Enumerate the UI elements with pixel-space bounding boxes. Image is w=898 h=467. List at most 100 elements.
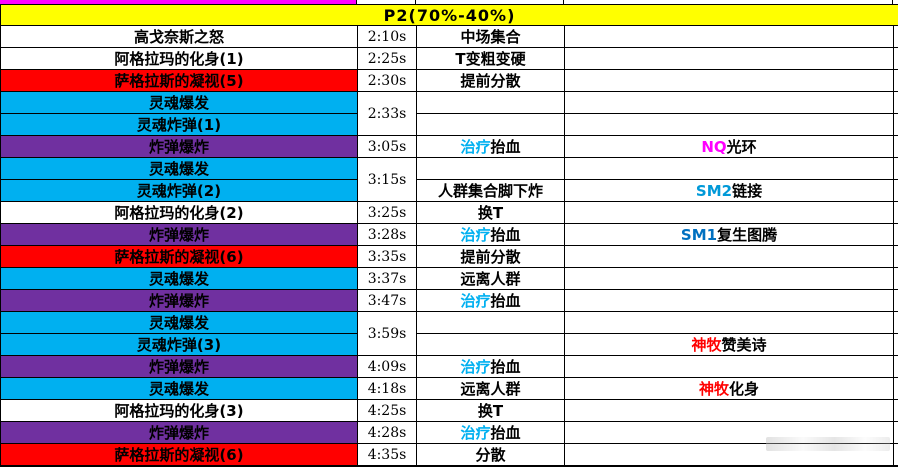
previous-row-action-sliver bbox=[416, 0, 564, 4]
time-cell[interactable]: 3:25s bbox=[357, 201, 417, 224]
previous-row-note-sliver bbox=[564, 0, 893, 4]
ability-cell[interactable]: 炸弹爆炸 bbox=[0, 289, 358, 312]
note-cell[interactable]: SM2链接 bbox=[564, 179, 894, 202]
ability-cell[interactable]: 灵魂爆发 bbox=[0, 267, 358, 290]
ability-cell[interactable]: 萨格拉斯的凝视(6) bbox=[0, 443, 358, 466]
note-cell[interactable] bbox=[564, 91, 894, 114]
note-cell[interactable] bbox=[564, 157, 894, 180]
ability-cell[interactable]: 灵魂爆发 bbox=[0, 91, 358, 114]
ability-cell[interactable]: 灵魂炸弹(2) bbox=[0, 179, 358, 202]
ability-cell[interactable]: 灵魂炸弹(3) bbox=[0, 333, 358, 356]
action-cell[interactable]: 治疗抬血 bbox=[416, 421, 565, 444]
ability-cell[interactable]: 高戈奈斯之怒 bbox=[0, 25, 358, 48]
time-cell[interactable]: 3:35s bbox=[357, 245, 417, 268]
timeline-table: P2(70%-40%) 高戈奈斯之怒 2:10s 中场集合阿格拉玛的化身(1) 2:2… bbox=[0, 4, 898, 466]
table-row: 灵魂爆发 2:33s bbox=[0, 91, 898, 136]
table-row: 灵魂爆发 4:18s 远离人群 神牧化身 bbox=[0, 377, 898, 400]
time-cell[interactable]: 3:59s bbox=[357, 311, 417, 356]
action-cell[interactable]: 治疗抬血 bbox=[416, 355, 565, 378]
note-cell[interactable] bbox=[564, 355, 894, 378]
ability-cell[interactable]: 灵魂爆发 bbox=[0, 377, 358, 400]
table-row: 高戈奈斯之怒 2:10s 中场集合 bbox=[0, 25, 898, 48]
note-cell[interactable] bbox=[564, 245, 894, 268]
time-cell[interactable]: 3:15s bbox=[357, 157, 417, 202]
ability-cell[interactable]: 炸弹爆炸 bbox=[0, 421, 358, 444]
ability-cell[interactable]: 萨格拉斯的凝视(5) bbox=[0, 69, 358, 92]
right-edge-cell bbox=[892, 355, 898, 378]
time-cell[interactable]: 3:47s bbox=[357, 289, 417, 312]
action-cell[interactable]: 提前分散 bbox=[416, 69, 565, 92]
table-row: 灵魂炸弹(2) 人群集合脚下炸 SM2链接 bbox=[0, 179, 898, 202]
note-cell[interactable] bbox=[564, 25, 894, 48]
ability-cell[interactable]: 阿格拉玛的化身(2) bbox=[0, 201, 358, 224]
time-cell[interactable]: 2:10s bbox=[357, 25, 417, 48]
time-cell[interactable]: 2:33s bbox=[357, 91, 417, 136]
time-cell[interactable]: 3:28s bbox=[357, 223, 417, 246]
table-row: 阿格拉玛的化身(2) 3:25s 换T bbox=[0, 201, 898, 224]
ability-cell[interactable]: 萨格拉斯的凝视(6) bbox=[0, 245, 358, 268]
time-cell[interactable]: 4:09s bbox=[357, 355, 417, 378]
action-segment: 换T bbox=[477, 402, 504, 420]
time-cell[interactable]: 3:37s bbox=[357, 267, 417, 290]
action-cell[interactable]: 换T bbox=[416, 399, 565, 422]
action-cell[interactable] bbox=[416, 91, 565, 114]
action-cell[interactable]: 治疗抬血 bbox=[416, 223, 565, 246]
note-cell[interactable] bbox=[564, 69, 894, 92]
time-cell[interactable]: 2:30s bbox=[357, 69, 417, 92]
right-edge-cell bbox=[892, 311, 898, 334]
action-cell[interactable]: 远离人群 bbox=[416, 267, 565, 290]
action-cell[interactable]: 换T bbox=[416, 201, 565, 224]
time-cell[interactable]: 3:05s bbox=[357, 135, 417, 158]
time-cell[interactable]: 2:25s bbox=[357, 47, 417, 70]
time-cell[interactable]: 4:18s bbox=[357, 377, 417, 400]
action-segment: 治疗 bbox=[460, 292, 491, 310]
action-cell[interactable] bbox=[416, 113, 565, 136]
action-segment: 治疗 bbox=[460, 138, 491, 156]
time-cell[interactable]: 4:35s bbox=[357, 443, 417, 466]
timeline-table-body: 高戈奈斯之怒 2:10s 中场集合阿格拉玛的化身(1) 2:25s T变粗变硬萨格拉斯的… bbox=[0, 25, 898, 466]
phase-header-cell[interactable]: P2(70%-40%) bbox=[0, 4, 898, 26]
ability-cell[interactable]: 阿格拉玛的化身(1) bbox=[0, 47, 358, 70]
note-cell[interactable] bbox=[564, 267, 894, 290]
ability-cell[interactable]: 炸弹爆炸 bbox=[0, 135, 358, 158]
action-cell[interactable]: 治疗抬血 bbox=[416, 135, 565, 158]
action-cell[interactable]: 远离人群 bbox=[416, 377, 565, 400]
ability-cell[interactable]: 灵魂爆发 bbox=[0, 157, 358, 180]
note-cell[interactable] bbox=[564, 113, 894, 136]
note-segment: NQ bbox=[701, 138, 727, 156]
action-cell[interactable] bbox=[416, 311, 565, 334]
note-cell[interactable]: 神牧化身 bbox=[564, 377, 894, 400]
note-cell[interactable] bbox=[564, 289, 894, 312]
note-cell[interactable]: SM1复生图腾 bbox=[564, 223, 894, 246]
action-cell[interactable] bbox=[416, 333, 565, 356]
ability-cell[interactable]: 炸弹爆炸 bbox=[0, 223, 358, 246]
action-segment: 中场集合 bbox=[460, 28, 521, 46]
note-cell[interactable] bbox=[564, 399, 894, 422]
action-cell[interactable]: 治疗抬血 bbox=[416, 289, 565, 312]
time-cell[interactable]: 4:28s bbox=[357, 421, 417, 444]
note-cell[interactable]: NQ光环 bbox=[564, 135, 894, 158]
time-cell[interactable]: 4:25s bbox=[357, 399, 417, 422]
ability-cell[interactable]: 灵魂爆发 bbox=[0, 311, 358, 334]
action-cell[interactable]: 人群集合脚下炸 bbox=[416, 179, 565, 202]
action-cell[interactable]: T变粗变硬 bbox=[416, 47, 565, 70]
right-edge-cell bbox=[892, 443, 898, 466]
note-cell[interactable]: 神牧赞美诗 bbox=[564, 333, 894, 356]
right-edge-cell bbox=[892, 289, 898, 312]
note-cell[interactable] bbox=[564, 47, 894, 70]
ability-cell[interactable]: 炸弹爆炸 bbox=[0, 355, 358, 378]
note-cell[interactable] bbox=[564, 421, 894, 444]
note-cell[interactable] bbox=[564, 201, 894, 224]
ability-cell[interactable]: 阿格拉玛的化身(3) bbox=[0, 399, 358, 422]
note-cell[interactable] bbox=[564, 311, 894, 334]
note-cell[interactable] bbox=[564, 443, 894, 466]
action-cell[interactable]: 提前分散 bbox=[416, 245, 565, 268]
action-cell[interactable] bbox=[416, 157, 565, 180]
right-edge-cell bbox=[892, 223, 898, 246]
ability-cell[interactable]: 灵魂炸弹(1) bbox=[0, 113, 358, 136]
table-row: 灵魂爆发 3:37s 远离人群 bbox=[0, 267, 898, 290]
action-segment: 抬血 bbox=[490, 358, 521, 376]
action-segment: 提前分散 bbox=[460, 72, 521, 90]
action-cell[interactable]: 中场集合 bbox=[416, 25, 565, 48]
action-cell[interactable]: 分散 bbox=[416, 443, 565, 466]
